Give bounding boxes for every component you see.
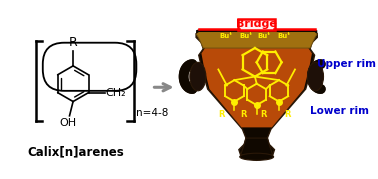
Polygon shape — [196, 31, 317, 48]
Text: R: R — [285, 110, 291, 118]
Text: Bridge: Bridge — [236, 20, 277, 29]
Polygon shape — [199, 38, 314, 127]
Ellipse shape — [190, 62, 206, 91]
Ellipse shape — [240, 153, 274, 160]
Text: Buᵗ: Buᵗ — [277, 33, 290, 39]
Text: R: R — [260, 110, 267, 118]
Text: Buᵗ: Buᵗ — [219, 33, 232, 39]
Polygon shape — [196, 29, 317, 34]
Ellipse shape — [307, 62, 324, 91]
Text: Buᵗ: Buᵗ — [240, 33, 253, 39]
Text: R: R — [218, 110, 224, 118]
Text: Upper rim: Upper rim — [317, 59, 376, 69]
Text: R: R — [240, 110, 246, 118]
Text: n=4-8: n=4-8 — [136, 108, 169, 118]
Text: OH: OH — [59, 118, 76, 129]
Text: CH₂: CH₂ — [105, 88, 126, 98]
Text: Buᵗ: Buᵗ — [257, 33, 270, 39]
Text: Calix[n]arenes: Calix[n]arenes — [27, 145, 124, 158]
FancyBboxPatch shape — [239, 19, 275, 30]
Polygon shape — [241, 138, 273, 155]
Text: R: R — [69, 36, 77, 49]
Polygon shape — [196, 31, 317, 160]
Text: Lower rim: Lower rim — [310, 106, 369, 116]
